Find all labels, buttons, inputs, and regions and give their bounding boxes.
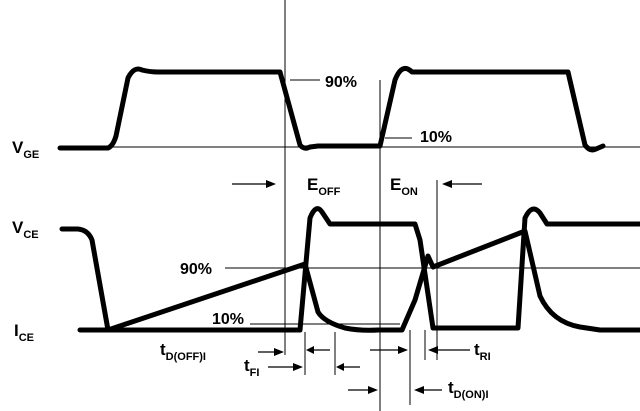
- tfi-arrowhead-left: [293, 363, 303, 371]
- eoff-label: EOFF: [307, 175, 341, 198]
- eoff-arrowhead: [266, 180, 276, 188]
- tfi-arrowhead-right: [336, 363, 344, 371]
- tfi-label: tFI: [244, 356, 259, 379]
- ice-label: ICE: [14, 321, 34, 344]
- ice-waveform: [77, 228, 640, 333]
- tfi-bracket-head-left: [306, 346, 314, 354]
- vge-10pct-label: 10%: [420, 129, 452, 146]
- eon-label: EON: [390, 175, 418, 198]
- tri-arrowhead: [428, 346, 438, 354]
- vge-90pct-label: 90%: [325, 74, 357, 91]
- ice-10pct-label: 10%: [212, 311, 244, 328]
- tdoni-bracket-head: [398, 346, 408, 354]
- vce-label: VCE: [12, 218, 39, 241]
- tdoni-label: tD(ON)I: [448, 378, 489, 401]
- tdoni-arrowhead-left: [368, 386, 378, 394]
- eon-arrowhead: [442, 180, 452, 188]
- tdoni-arrowhead-right: [414, 386, 424, 394]
- vce-waveform: [59, 206, 640, 333]
- tri-label: tRI: [474, 340, 491, 363]
- vge-waveform: [57, 65, 606, 153]
- ice-90pct-label: 90%: [180, 261, 212, 278]
- tdoffi-label: tD(OFF)I: [160, 340, 206, 363]
- vge-label: VGE: [12, 138, 39, 161]
- tdoffi-arrowhead: [274, 348, 284, 356]
